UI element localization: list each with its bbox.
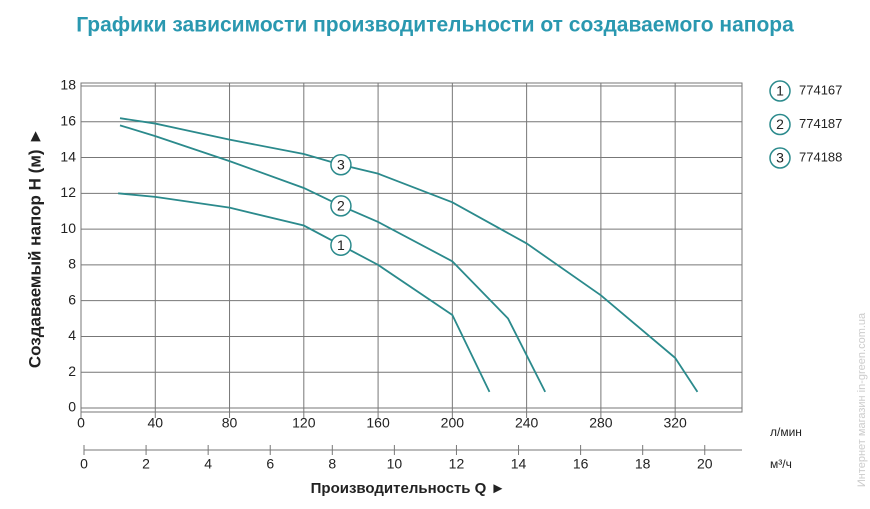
x2-tick-label: 10 [387, 456, 403, 472]
y-tick-label: 6 [68, 291, 76, 307]
curve-marker-label: 1 [337, 237, 345, 253]
legend-label: 774187 [799, 116, 842, 131]
y-tick-label: 10 [60, 220, 76, 236]
x2-tick-label: 18 [635, 456, 651, 472]
y-tick-label: 12 [60, 184, 76, 200]
x-tick-label: 0 [77, 415, 85, 431]
legend-marker [769, 80, 791, 102]
x-tick-label: 40 [147, 415, 163, 431]
curve-marker [330, 234, 352, 256]
curve-marker [330, 195, 352, 217]
y-tick-label: 2 [68, 363, 76, 379]
curve-marker [330, 153, 352, 176]
x-tick-label: 320 [663, 415, 687, 431]
legend-label: 774188 [799, 149, 842, 164]
y-tick-label: 0 [68, 399, 76, 415]
x-tick-label: 160 [366, 415, 390, 431]
x2-tick-label: 14 [511, 456, 527, 472]
watermark: Интернет магазин in-green.com.ua [856, 312, 868, 487]
y-tick-label: 18 [60, 77, 76, 93]
legend-marker [769, 147, 791, 169]
x-tick-label: 200 [441, 415, 465, 431]
curve-marker-label: 3 [337, 156, 345, 172]
x2-tick-label: 2 [142, 456, 150, 472]
legend-marker-label: 3 [776, 150, 784, 166]
x2-tick-label: 12 [449, 456, 465, 472]
y-tick-label: 4 [68, 327, 76, 343]
x-tick-label: 80 [222, 415, 238, 431]
curve [119, 117, 699, 393]
y-axis-label: Создаваемый напор H (м) ► [25, 128, 44, 368]
x2-tick-label: 20 [697, 456, 713, 472]
curve-marker-label: 2 [337, 198, 345, 214]
legend-marker [769, 113, 791, 136]
x2-tick-label: 16 [573, 456, 589, 472]
x2-tick-label: 8 [328, 456, 336, 472]
y-tick-label: 16 [60, 112, 76, 128]
x2-tick-label: 0 [80, 456, 88, 472]
x2-tick-label: 6 [266, 456, 274, 472]
x2-tick-label: 4 [204, 456, 212, 472]
x-tick-label: 280 [589, 415, 613, 431]
legend-label: 774167 [799, 82, 842, 97]
legend-marker-label: 1 [776, 83, 784, 99]
x-axis-label: Производительность Q ► [311, 480, 506, 497]
x2-unit: м³/ч [770, 457, 792, 471]
x-tick-label: 240 [515, 415, 539, 431]
plot-frame [80, 82, 743, 413]
chart-title: Графики зависимости производительности о… [76, 14, 794, 37]
y-tick-label: 14 [60, 148, 76, 164]
y-tick-label: 8 [68, 256, 76, 272]
x-tick-label: 120 [292, 415, 316, 431]
x-unit: л/мин [770, 425, 802, 439]
legend-marker-label: 2 [776, 116, 784, 132]
curve [118, 192, 491, 393]
